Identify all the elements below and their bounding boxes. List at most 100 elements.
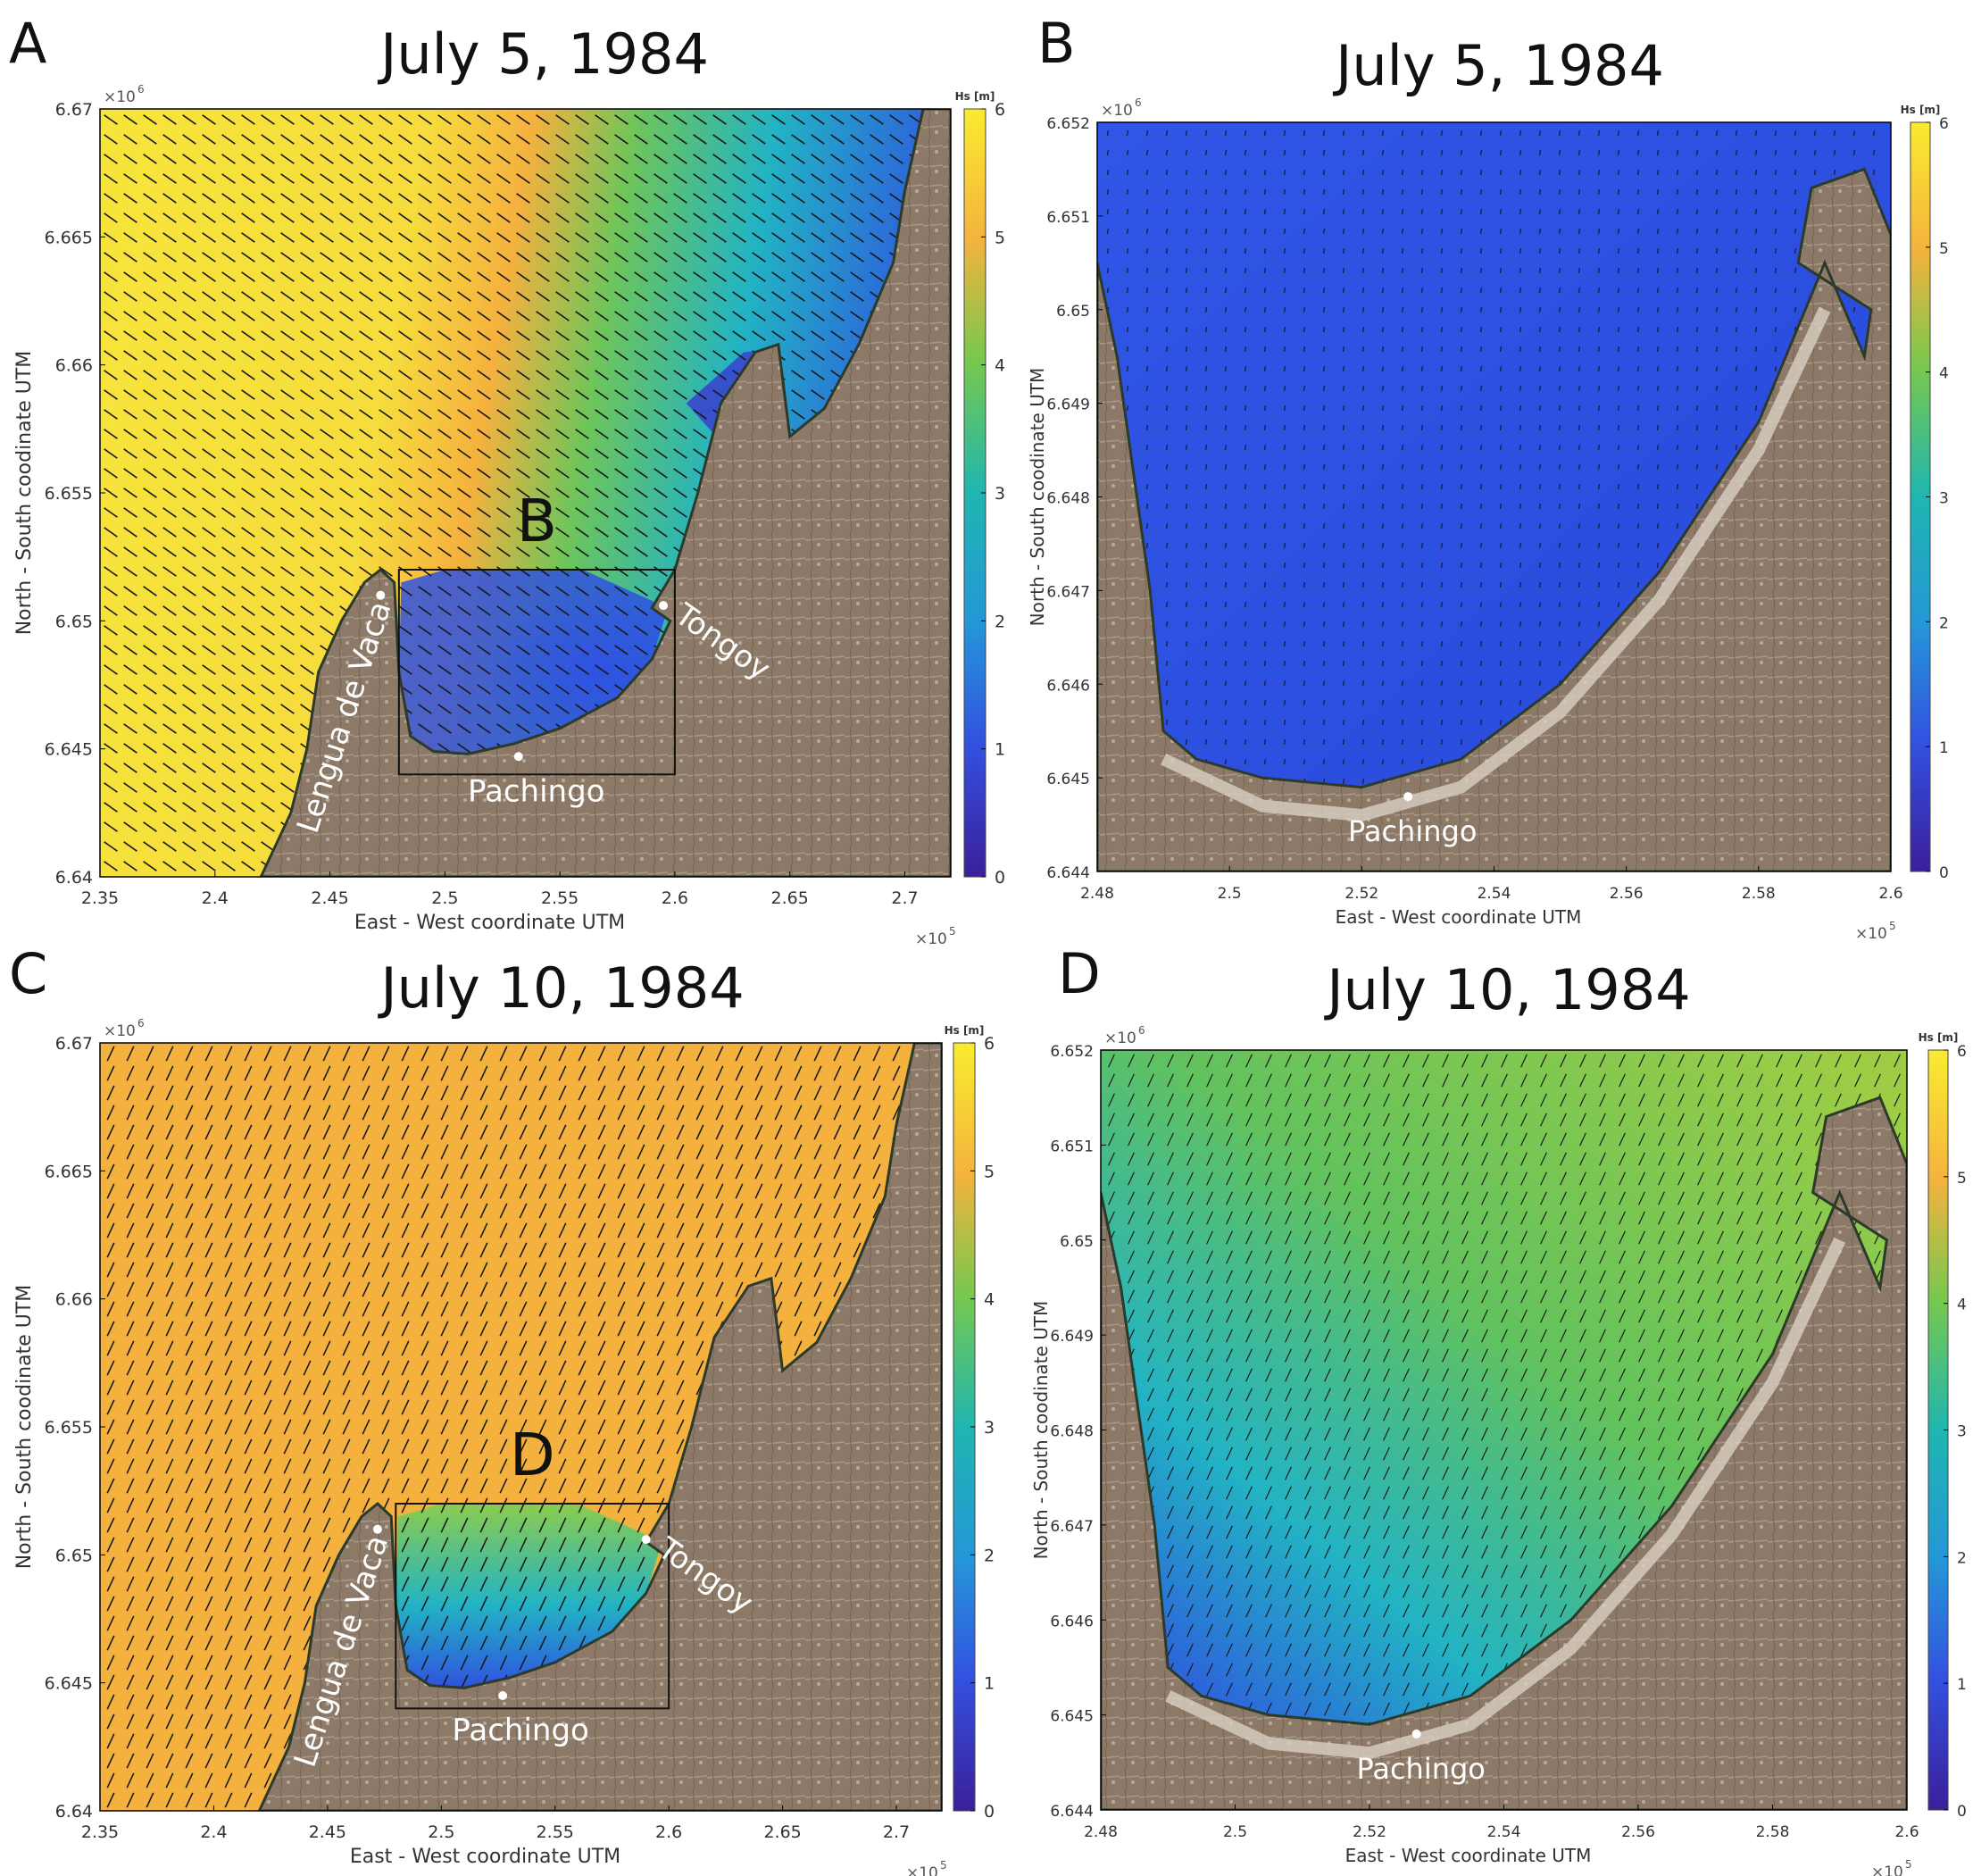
wave-vector	[676, 1105, 685, 1121]
wave-vector	[558, 1615, 567, 1631]
wave-vector	[1440, 562, 1444, 569]
wave-vector	[460, 1576, 469, 1592]
wave-vector	[1558, 424, 1561, 431]
wave-vector	[1361, 228, 1365, 235]
wave-vector	[244, 1537, 253, 1553]
wave-vector	[1558, 483, 1561, 490]
wave-vector	[1224, 346, 1228, 353]
wave-vector	[221, 173, 236, 184]
wave-vector	[280, 684, 295, 695]
wave-vector	[555, 311, 570, 321]
wave-vector	[280, 527, 295, 538]
wave-vector	[418, 370, 432, 380]
wave-vector	[614, 645, 629, 655]
wave-vector	[715, 1222, 724, 1238]
wave-vector	[1636, 365, 1640, 372]
wave-vector	[224, 1792, 233, 1808]
wave-vector	[224, 1065, 233, 1081]
wave-vector	[575, 193, 589, 204]
wave-vector	[538, 1458, 547, 1474]
wave-vector	[1342, 169, 1345, 176]
wave-vector	[241, 841, 255, 852]
wave-vector	[1224, 581, 1228, 588]
wave-vector	[516, 311, 530, 321]
wave-vector	[499, 1497, 508, 1513]
wave-vector	[162, 114, 177, 125]
wave-vector	[224, 1340, 233, 1356]
wave-vector	[578, 1085, 587, 1101]
wave-vector	[516, 114, 530, 125]
wave-vector	[283, 1242, 292, 1258]
wave-vector	[578, 1046, 587, 1062]
wave-vector	[244, 1360, 253, 1376]
wave-vector	[1303, 503, 1306, 510]
wave-vector	[595, 448, 609, 459]
wave-vector	[418, 625, 432, 636]
wave-vector	[123, 566, 137, 577]
wave-vector	[1636, 326, 1640, 333]
wave-vector	[457, 134, 471, 145]
wave-vector	[202, 114, 216, 125]
wave-vector	[280, 546, 295, 557]
wave-vector	[578, 1144, 587, 1160]
wave-vector	[457, 350, 471, 361]
wave-vector	[303, 1596, 312, 1612]
wave-vector	[1224, 149, 1228, 156]
wave-vector	[1165, 169, 1169, 176]
wave-vector	[872, 1144, 881, 1160]
wave-vector	[850, 173, 864, 184]
wave-vector	[712, 350, 727, 361]
wave-vector	[1303, 463, 1306, 471]
wave-vector	[614, 311, 629, 321]
wave-vector	[1636, 306, 1640, 313]
wave-vector	[712, 370, 727, 380]
wave-vector	[165, 1065, 174, 1081]
wave-vector	[1165, 562, 1169, 569]
wave-vector	[457, 664, 471, 675]
wave-vector	[499, 1438, 508, 1455]
wave-vector	[221, 743, 236, 754]
wave-vector	[146, 1203, 154, 1219]
wave-vector	[1263, 346, 1267, 353]
wave-vector	[578, 1340, 587, 1356]
wave-vector	[339, 527, 354, 538]
wave-vector	[182, 291, 196, 302]
wave-vector	[735, 1281, 744, 1297]
wave-vector	[1754, 188, 1758, 196]
wave-vector	[1381, 267, 1385, 274]
wave-vector	[283, 1596, 292, 1612]
wave-vector	[673, 291, 687, 302]
wave-vector	[578, 1262, 587, 1278]
wave-vector	[460, 1380, 469, 1396]
wave-vector	[204, 1262, 213, 1278]
wave-vector	[1578, 522, 1581, 529]
wave-vector	[519, 1340, 528, 1356]
wave-vector	[359, 468, 373, 479]
wave-vector	[774, 1046, 783, 1062]
wave-vector	[1558, 522, 1561, 529]
wave-vector	[1322, 601, 1326, 608]
wave-vector	[578, 1478, 587, 1494]
wave-vector	[1794, 149, 1797, 156]
wave-vector	[634, 252, 648, 263]
wave-vector	[1224, 738, 1228, 746]
wave-vector	[597, 1380, 606, 1396]
wave-vector	[695, 1183, 704, 1199]
wave-vector	[143, 841, 157, 852]
wave-vector	[165, 1222, 174, 1238]
wave-vector	[1361, 621, 1365, 628]
wave-vector	[437, 448, 452, 459]
wave-vector	[1695, 149, 1699, 156]
wave-vector	[460, 1085, 469, 1101]
wave-vector	[322, 1144, 331, 1160]
wave-vector	[437, 625, 452, 636]
wave-vector	[1381, 640, 1385, 647]
x-tick-label: 2.55	[541, 888, 579, 908]
wave-vector	[457, 605, 471, 616]
wave-vector	[1401, 581, 1404, 588]
wave-vector	[676, 1046, 685, 1062]
wave-vector	[460, 1458, 469, 1474]
wave-vector	[1558, 444, 1561, 451]
